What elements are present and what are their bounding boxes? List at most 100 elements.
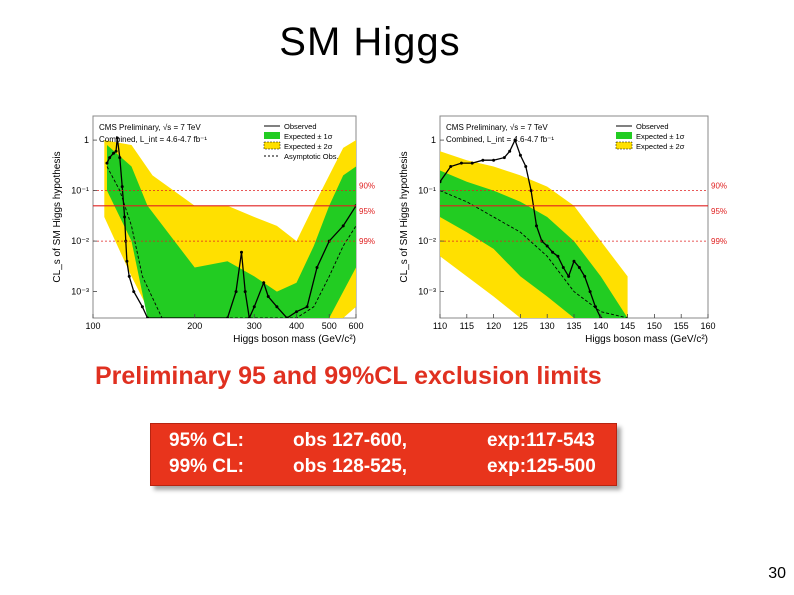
x-tick-label: 100 bbox=[85, 321, 100, 331]
plot-data-area bbox=[104, 136, 356, 318]
y-tick-label: 1 bbox=[431, 135, 436, 145]
observed-point bbox=[556, 254, 560, 258]
observed-point bbox=[266, 294, 270, 298]
observed-point bbox=[440, 180, 442, 184]
x-tick-label: 160 bbox=[700, 321, 715, 331]
observed-point bbox=[502, 156, 506, 160]
x-tick-label: 145 bbox=[620, 321, 635, 331]
x-tick-label: 125 bbox=[513, 321, 528, 331]
cls-plot-low-mass-svg: 90% 95% 99% 110 115 120 125 130 135 140 145 150 155 1… bbox=[399, 115, 727, 345]
legend-label: Expected ± 2σ bbox=[636, 142, 685, 151]
legend-label: Expected ± 2σ bbox=[284, 142, 333, 151]
x-tick-label: 400 bbox=[289, 321, 304, 331]
observed-point bbox=[262, 281, 266, 285]
observed-point bbox=[243, 290, 247, 294]
observed-point bbox=[114, 149, 118, 153]
plot-data-area bbox=[440, 138, 628, 318]
legend-swatch bbox=[264, 132, 280, 139]
exclusion-summary-box: 95% CL: obs 127-600, exp:117-543 99% CL:… bbox=[150, 423, 617, 486]
legend-label: Expected ± 1σ bbox=[284, 132, 333, 141]
observed-point bbox=[449, 165, 453, 168]
cl-line-label: 90% bbox=[359, 182, 375, 191]
observed-point bbox=[105, 161, 109, 165]
y-tick-label: 10⁻¹ bbox=[418, 186, 436, 196]
observed-point bbox=[470, 161, 474, 165]
legend-swatch bbox=[615, 141, 633, 150]
plot-header-text: CMS Preliminary, √s = 7 TeV bbox=[99, 123, 201, 132]
observed-line bbox=[106, 137, 356, 318]
legend-label: Observed bbox=[284, 122, 317, 131]
observed-point bbox=[551, 250, 555, 254]
cls-plot-wide-range: 90% 95% 99% 100 200 300 400 500 600 1 10⁻¹ 10⁻² 10⁻³… bbox=[48, 110, 376, 350]
x-tick-label: 110 bbox=[433, 321, 447, 331]
observed-point bbox=[239, 250, 243, 254]
observed-point bbox=[534, 224, 538, 228]
x-tick-label: 155 bbox=[674, 321, 689, 331]
x-tick-label: 140 bbox=[593, 321, 608, 331]
y-axis-label: CL_s of SM Higgs hypothesis bbox=[399, 151, 410, 282]
observed-point bbox=[115, 136, 119, 140]
observed-point bbox=[315, 266, 319, 269]
y-tick-label: 10⁻¹ bbox=[71, 186, 89, 196]
observed-point bbox=[118, 156, 122, 160]
x-axis-label: Higgs boson mass (GeV/c²) bbox=[585, 334, 708, 345]
observed-point bbox=[524, 165, 528, 168]
observed-point bbox=[577, 266, 581, 269]
observed-point bbox=[123, 215, 127, 219]
observed-point bbox=[132, 290, 136, 294]
expected-median-line bbox=[106, 166, 356, 318]
summary-row-99: 99% CL: obs 128-525, exp:125-500 bbox=[151, 456, 616, 480]
summary-cl-label: 99% CL: bbox=[169, 456, 244, 477]
slide-title: SM Higgs bbox=[279, 20, 461, 64]
observed-point bbox=[508, 149, 512, 153]
observed-point bbox=[112, 151, 116, 155]
observed-point bbox=[492, 158, 496, 162]
y-tick-label: 10⁻³ bbox=[418, 287, 436, 297]
x-tick-label: 200 bbox=[187, 321, 202, 331]
summary-exp-range: exp:125-500 bbox=[487, 456, 596, 477]
cl-line-label: 95% bbox=[711, 207, 727, 216]
plot-header-text: Combined, L_int = 4.6-4.7 fb⁻¹ bbox=[446, 135, 554, 144]
y-tick-label: 1 bbox=[84, 135, 89, 145]
legend-swatch bbox=[263, 141, 281, 150]
observed-point bbox=[294, 310, 298, 314]
observed-point bbox=[140, 305, 144, 309]
observed-point bbox=[513, 138, 517, 142]
y-tick-label: 10⁻² bbox=[71, 236, 89, 246]
cl-line-label: 99% bbox=[711, 237, 727, 246]
observed-point bbox=[561, 266, 565, 269]
observed-point bbox=[545, 244, 549, 248]
plot-header-text: CMS Preliminary, √s = 7 TeV bbox=[446, 123, 548, 132]
exclusion-subtitle: Preliminary 95 and 99%CL exclusion limit… bbox=[95, 362, 602, 390]
summary-exp-range: exp:117-543 bbox=[487, 430, 595, 451]
observed-point bbox=[275, 305, 279, 309]
observed-point bbox=[234, 290, 238, 294]
y-tick-label: 10⁻³ bbox=[71, 287, 89, 297]
x-tick-label: 115 bbox=[460, 321, 474, 331]
x-tick-label: 120 bbox=[486, 321, 501, 331]
cls-plot-wide-range-svg: 90% 95% 99% 100 200 300 400 500 600 1 10⁻¹ 10⁻² 10⁻³… bbox=[52, 115, 375, 345]
observed-point bbox=[125, 259, 129, 263]
page-number: 30 bbox=[768, 565, 786, 582]
cls-plot-low-mass: 90% 95% 99% 110 115 120 125 130 135 140 145 150 155 1… bbox=[395, 110, 740, 350]
observed-point bbox=[252, 305, 256, 309]
legend-label: Observed bbox=[636, 122, 669, 131]
band-1sigma bbox=[107, 145, 356, 318]
summary-obs-range: obs 128-525, bbox=[293, 456, 408, 477]
observed-point bbox=[108, 156, 112, 160]
x-axis-label: Higgs boson mass (GeV/c²) bbox=[233, 334, 356, 345]
x-tick-label: 300 bbox=[247, 321, 262, 331]
x-tick-label: 135 bbox=[566, 321, 581, 331]
x-tick-label: 600 bbox=[348, 321, 363, 331]
summary-row-95: 95% CL: obs 127-600, exp:117-543 bbox=[151, 430, 616, 454]
observed-point bbox=[572, 259, 576, 263]
summary-cl-label: 95% CL: bbox=[169, 430, 244, 451]
x-tick-label: 150 bbox=[647, 321, 662, 331]
observed-point bbox=[305, 305, 309, 309]
cl-line-label: 90% bbox=[711, 182, 727, 191]
summary-obs-range: obs 127-600, bbox=[293, 430, 408, 451]
x-tick-label: 130 bbox=[540, 321, 555, 331]
y-tick-label: 10⁻² bbox=[418, 236, 436, 246]
legend-swatch bbox=[616, 132, 632, 139]
observed-point bbox=[583, 274, 587, 278]
